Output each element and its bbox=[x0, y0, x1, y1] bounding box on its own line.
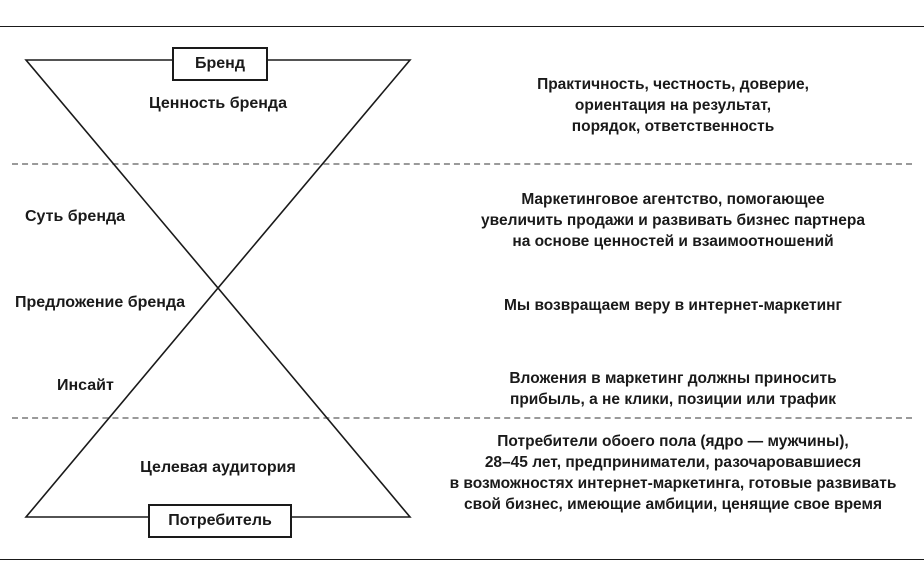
brand-box-label: Бренд bbox=[195, 55, 245, 73]
desc-line: ориентация на результат, bbox=[438, 96, 908, 117]
desc-target-audience: Потребители обоего пола (ядро — мужчины)… bbox=[438, 432, 908, 516]
label-brand-essence: Суть бренда bbox=[25, 208, 125, 226]
desc-brand-value: Практичность, честность, доверие,ориента… bbox=[438, 75, 908, 138]
desc-line: Маркетинговое агентство, помогающее bbox=[438, 190, 908, 211]
brand-box: Бренд bbox=[172, 47, 268, 81]
desc-line: Потребители обоего пола (ядро — мужчины)… bbox=[438, 432, 908, 453]
consumer-box-label: Потребитель bbox=[168, 512, 272, 530]
consumer-box: Потребитель bbox=[148, 504, 292, 538]
desc-line: прибыль, а не клики, позиции или трафик bbox=[438, 390, 908, 411]
desc-insight: Вложения в маркетинг должны приноситьпри… bbox=[438, 369, 908, 411]
desc-line: в возможностях интернет-маркетинга, гото… bbox=[438, 474, 908, 495]
desc-line: Вложения в маркетинг должны приносить bbox=[438, 369, 908, 390]
label-insight: Инсайт bbox=[57, 377, 114, 395]
desc-brand-proposition: Мы возвращаем веру в интернет-маркетинг bbox=[438, 296, 908, 317]
desc-line: на основе ценностей и взаимоотношений bbox=[438, 232, 908, 253]
desc-line: Практичность, честность, доверие, bbox=[438, 75, 908, 96]
diagram-canvas: Бренд Потребитель Ценность бренда Суть б… bbox=[0, 0, 924, 583]
desc-brand-essence: Маркетинговое агентство, помогающееувели… bbox=[438, 190, 908, 253]
label-brand-value: Ценность бренда bbox=[88, 95, 348, 113]
label-brand-proposition: Предложение бренда bbox=[15, 294, 185, 312]
desc-line: Мы возвращаем веру в интернет-маркетинг bbox=[438, 296, 908, 317]
desc-line: порядок, ответственность bbox=[438, 117, 908, 138]
desc-line: увеличить продажи и развивать бизнес пар… bbox=[438, 211, 908, 232]
desc-line: свой бизнес, имеющие амбиции, ценящие св… bbox=[438, 495, 908, 516]
desc-line: 28–45 лет, предприниматели, разочаровавш… bbox=[438, 453, 908, 474]
label-target-audience: Целевая аудитория bbox=[88, 459, 348, 477]
